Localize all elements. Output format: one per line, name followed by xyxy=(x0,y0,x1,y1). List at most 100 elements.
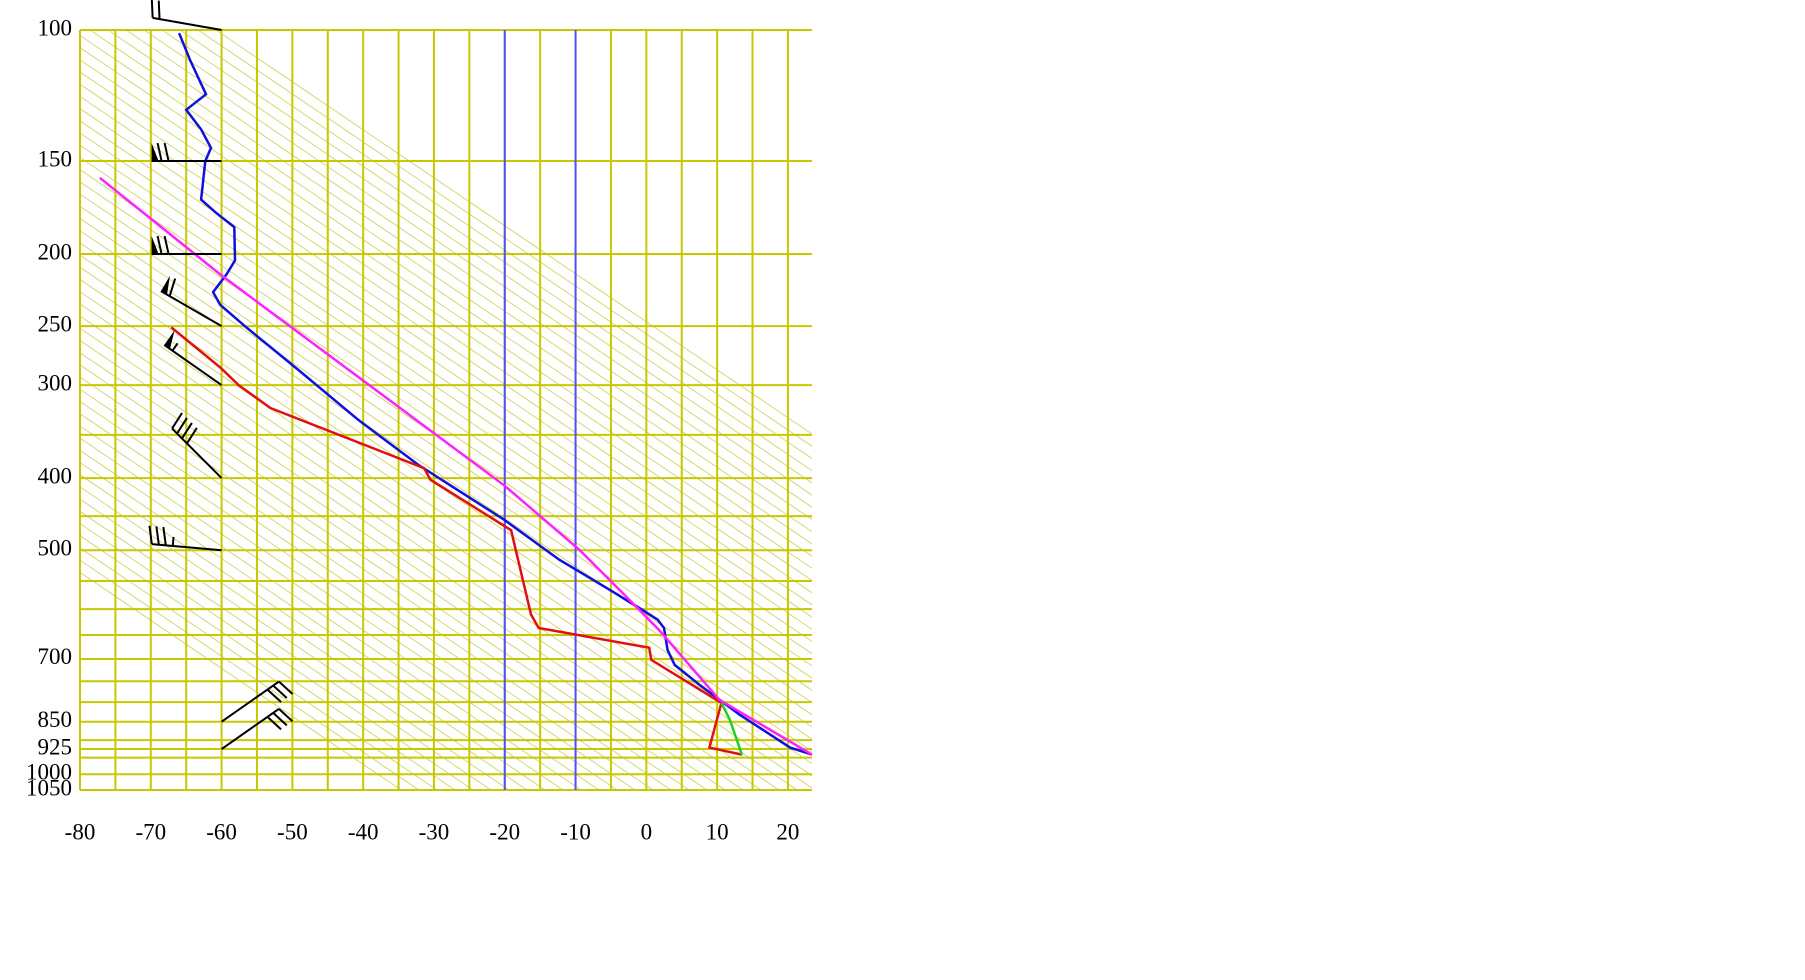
hatch-line xyxy=(683,30,812,790)
y-tick-label: 400 xyxy=(38,463,73,488)
x-tick-label: -10 xyxy=(560,819,591,844)
hatch-line xyxy=(80,30,812,790)
barb-pennant xyxy=(164,330,175,349)
hatch-line xyxy=(80,30,812,790)
barb-pennant xyxy=(160,275,170,295)
y-tick-label: 700 xyxy=(38,644,73,669)
x-tick-label: -70 xyxy=(135,819,166,844)
hatch-line xyxy=(80,30,812,790)
hatch-line xyxy=(80,30,812,790)
hatch-line xyxy=(80,30,643,790)
hatch-line xyxy=(647,30,812,790)
hatch-line xyxy=(80,30,812,790)
hatch-line xyxy=(80,30,812,790)
hatch-line xyxy=(701,30,812,790)
profile-line xyxy=(720,702,744,756)
barb-tick xyxy=(176,417,188,435)
hatch-line xyxy=(125,30,812,790)
barb-tick xyxy=(157,0,161,20)
x-tick-label: -30 xyxy=(419,819,450,844)
barb-tick xyxy=(186,427,198,444)
hatch-line xyxy=(80,30,812,790)
barb-tick xyxy=(181,422,193,440)
hatch-line xyxy=(215,30,812,790)
barb-staff xyxy=(163,344,223,386)
hatch-line xyxy=(80,30,517,790)
x-tick-label: -60 xyxy=(206,819,237,844)
hatch-line xyxy=(80,30,697,790)
hatch-line xyxy=(80,30,481,790)
hatch-line xyxy=(80,30,535,790)
wind-barb xyxy=(221,708,294,750)
hatch-line xyxy=(828,30,1805,844)
profile-line xyxy=(170,326,743,756)
hatch-line xyxy=(89,30,812,790)
x-tick-label: 10 xyxy=(706,819,729,844)
hatch-line xyxy=(80,30,769,790)
barb-tick xyxy=(163,235,170,255)
wind-barb xyxy=(171,412,223,479)
barb-staff xyxy=(151,543,222,552)
hatch-line xyxy=(80,30,812,790)
barb-tick xyxy=(162,526,167,546)
barb-pennant xyxy=(151,236,159,255)
barb-tick xyxy=(155,526,160,545)
x-tick-label: 20 xyxy=(776,819,799,844)
y-tick-label: 150 xyxy=(38,146,73,171)
barb-half xyxy=(171,536,175,547)
y-tick-label: 925 xyxy=(38,734,73,759)
y-tick-label: 1000 xyxy=(26,760,72,785)
y-tick-label: 850 xyxy=(38,707,73,732)
x-tick-label: 0 xyxy=(641,819,653,844)
profile-line xyxy=(99,176,813,756)
barb-half xyxy=(171,342,179,352)
y-tick-label: 200 xyxy=(38,239,73,264)
barb-tick xyxy=(278,708,294,723)
hatch-line xyxy=(80,30,812,790)
hatch-line xyxy=(80,30,812,790)
hatch-line xyxy=(107,30,812,790)
hatch-line xyxy=(665,30,812,790)
x-tick-label: -50 xyxy=(277,819,308,844)
hatch-line xyxy=(179,30,812,790)
hatch-line xyxy=(80,30,812,790)
barb-staff xyxy=(152,16,222,31)
x-tick-label: -20 xyxy=(489,819,520,844)
hatch-line xyxy=(737,30,812,790)
hatch-line xyxy=(864,30,1805,844)
hatch-line xyxy=(80,30,589,790)
hatch-line xyxy=(80,30,661,790)
wind-barb xyxy=(221,680,294,723)
wind-barb xyxy=(151,142,222,163)
hatch-line xyxy=(80,30,625,790)
hatch-line xyxy=(80,30,733,790)
hatch-line xyxy=(80,30,812,790)
barb-staff xyxy=(221,708,280,750)
hatch-line xyxy=(80,30,812,790)
hatch-line xyxy=(80,30,812,790)
wind-barb xyxy=(160,275,223,328)
hatch-line xyxy=(80,30,812,790)
wind-barb xyxy=(150,0,222,31)
hatch-line xyxy=(846,30,1805,844)
barb-tick xyxy=(272,684,288,699)
barb-staff xyxy=(160,290,223,328)
barb-pennant xyxy=(151,143,159,162)
hatch-line xyxy=(791,30,812,790)
wind-barb xyxy=(151,235,222,256)
barb-tick xyxy=(168,278,177,297)
hatch-line xyxy=(143,30,812,790)
x-tick-label: -40 xyxy=(348,819,379,844)
hatch-line xyxy=(80,30,553,790)
hatch-line xyxy=(80,30,812,790)
hatch-line xyxy=(80,30,805,790)
profile-line xyxy=(177,32,813,756)
hatch-line xyxy=(80,30,812,790)
hatch-line xyxy=(80,30,715,790)
barb-tick xyxy=(150,0,154,18)
barb-tick xyxy=(148,525,153,545)
hatch-line xyxy=(80,30,607,790)
hatch-line xyxy=(80,30,812,790)
y-tick-label: 500 xyxy=(38,535,73,560)
